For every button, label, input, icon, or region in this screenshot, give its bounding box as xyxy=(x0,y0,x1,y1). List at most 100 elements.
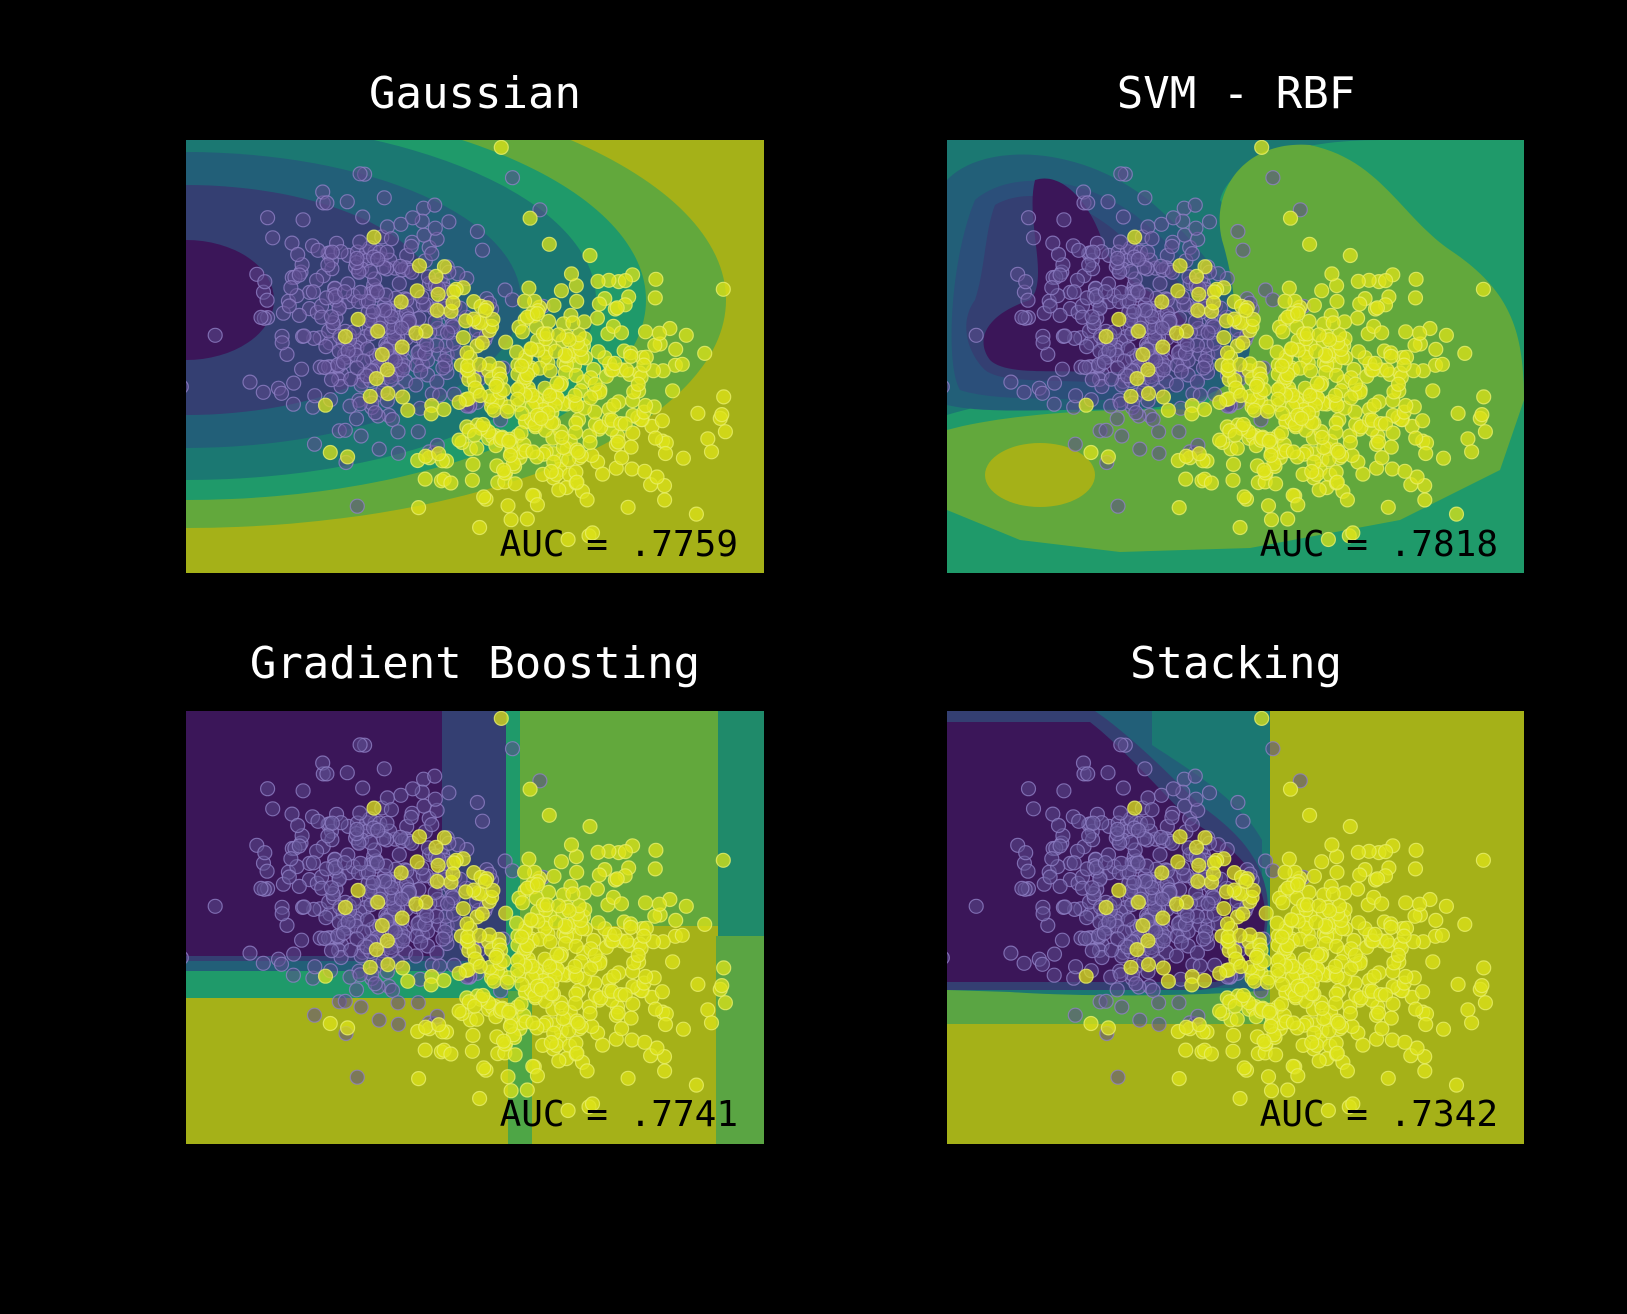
scatter-point-class-0 xyxy=(292,839,306,853)
scatter-point-class-0 xyxy=(282,870,296,884)
scatter-point-class-1 xyxy=(1284,342,1298,356)
scatter-point-class-1 xyxy=(1413,897,1427,911)
auc-label: AUC = .7342 xyxy=(1260,1094,1498,1135)
scatter-point-class-1 xyxy=(552,1054,566,1068)
scatter-point-class-0 xyxy=(350,983,364,997)
scatter-point-class-0 xyxy=(1188,198,1202,212)
scatter-point-class-1 xyxy=(543,935,557,949)
scatter-point-class-1 xyxy=(432,447,446,461)
scatter-point-class-1 xyxy=(1198,974,1212,988)
scatter-point-class-1 xyxy=(1112,312,1126,326)
scatter-point-class-1 xyxy=(437,974,451,988)
scatter-point-class-1 xyxy=(1257,1034,1271,1048)
scatter-point-class-1 xyxy=(569,425,583,439)
scatter-point-class-1 xyxy=(489,379,503,393)
scatter-point-class-1 xyxy=(430,303,444,317)
scatter-point-class-1 xyxy=(689,1078,703,1092)
scatter-point-class-0 xyxy=(1154,830,1168,844)
scatter-point-class-1 xyxy=(1343,436,1357,450)
scatter-point-class-1 xyxy=(338,901,352,915)
scatter-point-class-1 xyxy=(1348,377,1362,391)
scatter-point-class-0 xyxy=(1035,386,1049,400)
scatter-point-class-1 xyxy=(571,1016,585,1030)
scatter-point-class-1 xyxy=(1226,1044,1240,1058)
scatter-point-class-0 xyxy=(338,285,352,299)
scatter-point-class-1 xyxy=(570,294,584,308)
scatter-point-class-1 xyxy=(592,297,606,311)
scatter-point-class-0 xyxy=(1101,195,1115,209)
scatter-point-class-1 xyxy=(501,1070,515,1084)
scatter-point-class-0 xyxy=(308,437,322,451)
scatter-point-class-1 xyxy=(475,336,489,350)
scatter-point-class-1 xyxy=(718,425,732,439)
scatter-point-class-1 xyxy=(477,1061,491,1075)
scatter-point-class-0 xyxy=(1021,864,1035,878)
scatter-point-class-0 xyxy=(1068,437,1082,451)
scatter-point-class-1 xyxy=(1179,1043,1193,1057)
scatter-point-class-1 xyxy=(554,284,568,298)
scatter-point-class-1 xyxy=(1397,929,1411,943)
scatter-point-class-1 xyxy=(1439,328,1453,342)
scatter-point-class-1 xyxy=(658,493,672,507)
scatter-point-class-0 xyxy=(404,239,418,253)
scatter-point-class-0 xyxy=(1172,425,1186,439)
scatter-point-class-0 xyxy=(1115,1000,1129,1014)
scatter-point-class-1 xyxy=(1385,462,1399,476)
scatter-point-class-1 xyxy=(515,407,529,421)
scatter-point-class-0 xyxy=(1131,823,1145,837)
scatter-point-class-0 xyxy=(406,782,420,796)
scatter-point-class-1 xyxy=(444,1047,458,1061)
scatter-point-class-1 xyxy=(1191,303,1205,317)
scatter-point-class-0 xyxy=(325,245,339,259)
scatter-point-class-1 xyxy=(1368,927,1382,941)
scatter-point-class-1 xyxy=(1325,838,1339,852)
scatter-point-class-1 xyxy=(1156,911,1170,925)
scatter-point-class-0 xyxy=(338,423,352,437)
scatter-point-class-0 xyxy=(1114,856,1128,870)
auc-label: AUC = .7741 xyxy=(500,1094,738,1135)
scatter-point-class-0 xyxy=(391,425,405,439)
scatter-point-class-0 xyxy=(308,1008,322,1022)
scatter-point-class-1 xyxy=(615,1022,629,1036)
scatter-point-class-0 xyxy=(1201,897,1215,911)
scatter-point-class-1 xyxy=(1239,875,1253,889)
scatter-point-class-0 xyxy=(353,738,367,752)
scatter-point-class-1 xyxy=(717,961,731,975)
scatter-point-class-1 xyxy=(655,985,669,999)
scatter-point-class-1 xyxy=(323,446,337,460)
scatter-point-class-1 xyxy=(494,140,508,154)
scatter-point-class-1 xyxy=(530,307,544,321)
scatter-point-class-1 xyxy=(1179,449,1193,463)
chart-title: Gaussian xyxy=(369,68,581,119)
scatter-point-class-1 xyxy=(1379,845,1393,859)
scatter-point-class-0 xyxy=(254,881,268,895)
scatter-point-class-0 xyxy=(1085,944,1099,958)
scatter-point-class-0 xyxy=(1027,231,1041,245)
scatter-point-class-1 xyxy=(1409,431,1423,445)
scatter-point-class-1 xyxy=(1353,868,1367,882)
scatter-point-class-0 xyxy=(306,856,320,870)
scatter-point-class-1 xyxy=(1478,996,1492,1010)
scatter-point-class-1 xyxy=(1112,883,1126,897)
scatter-point-class-0 xyxy=(1053,839,1067,853)
scatter-point-class-1 xyxy=(1381,1071,1395,1085)
scatter-point-class-0 xyxy=(506,171,520,185)
scatter-point-class-1 xyxy=(1352,916,1366,930)
scatter-point-class-1 xyxy=(568,959,582,973)
scatter-point-class-1 xyxy=(580,493,594,507)
scatter-point-class-1 xyxy=(1236,989,1250,1003)
scatter-point-class-0 xyxy=(395,321,409,335)
scatter-point-class-1 xyxy=(456,331,470,345)
scatter-point-class-1 xyxy=(638,1035,652,1049)
scatter-point-class-0 xyxy=(1067,856,1081,870)
scatter-point-class-0 xyxy=(306,285,320,299)
scatter-point-class-1 xyxy=(1124,960,1138,974)
scatter-point-class-1 xyxy=(1343,820,1357,834)
scatter-point-class-0 xyxy=(1098,285,1112,299)
scatter-point-class-0 xyxy=(1188,769,1202,783)
scatter-point-class-1 xyxy=(1437,1022,1451,1036)
scatter-point-class-1 xyxy=(1213,395,1227,409)
scatter-point-class-1 xyxy=(1227,457,1241,471)
scatter-point-class-1 xyxy=(717,390,731,404)
scatter-point-class-1 xyxy=(1170,897,1184,911)
